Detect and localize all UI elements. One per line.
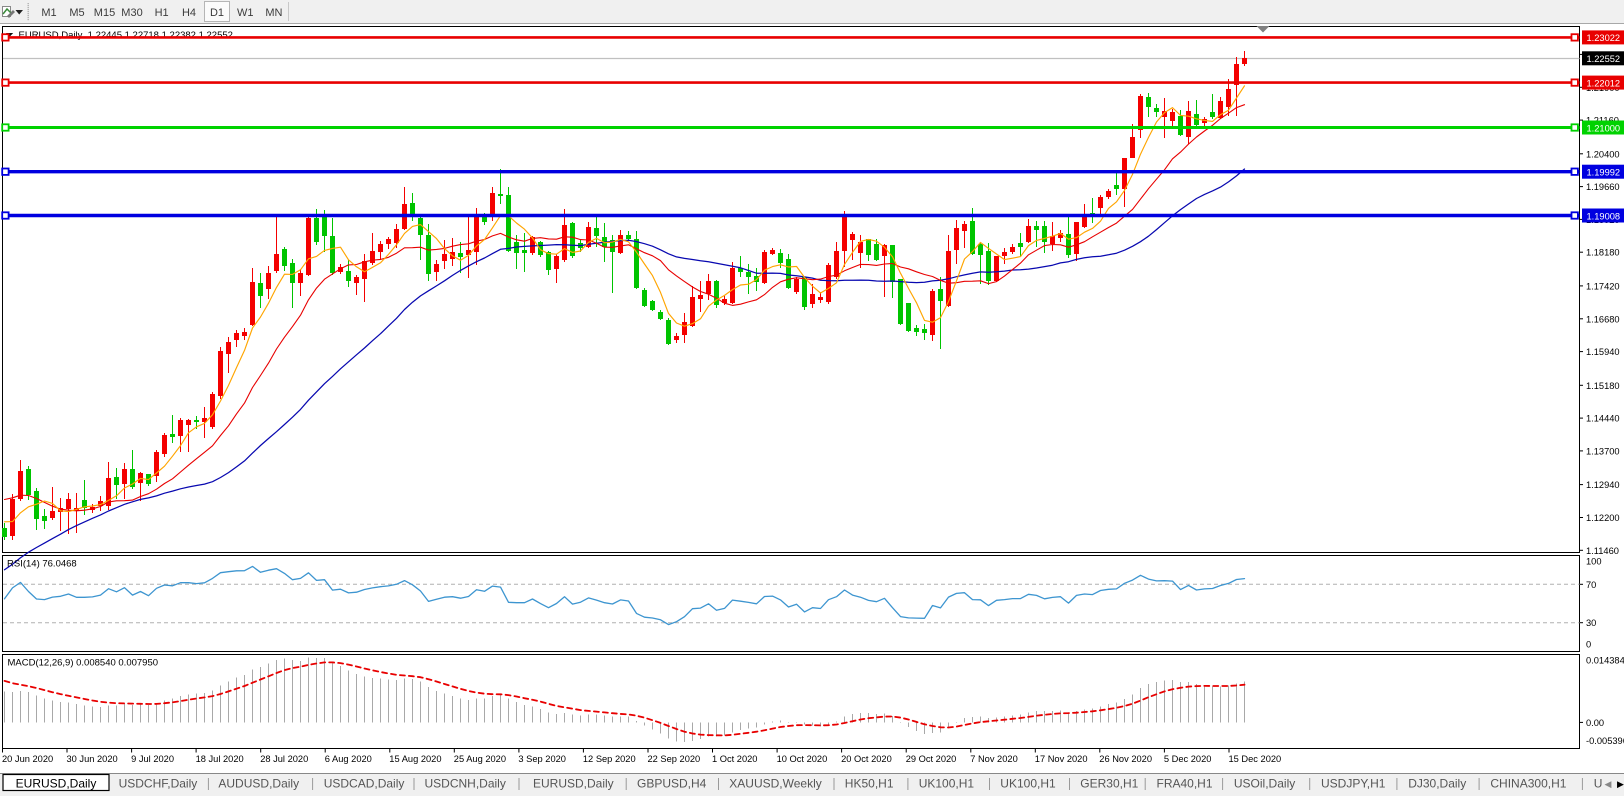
svg-text:M15: M15 xyxy=(94,7,115,19)
svg-text:USDCAD,Daily: USDCAD,Daily xyxy=(324,777,405,791)
svg-text:W1: W1 xyxy=(237,7,254,19)
svg-text:10 Oct 2020: 10 Oct 2020 xyxy=(777,754,828,764)
svg-text:USDJPY,H1: USDJPY,H1 xyxy=(1321,777,1386,791)
svg-text:1.21000: 1.21000 xyxy=(1587,123,1621,133)
svg-text:1.15180: 1.15180 xyxy=(1586,381,1620,391)
svg-text:M30: M30 xyxy=(121,7,142,19)
svg-text:CHINA300,H1: CHINA300,H1 xyxy=(1490,777,1566,791)
svg-text:26 Nov 2020: 26 Nov 2020 xyxy=(1099,754,1152,764)
svg-text:1.22552: 1.22552 xyxy=(1587,54,1621,64)
svg-text:0: 0 xyxy=(1586,640,1591,650)
svg-text:DJ30,Daily: DJ30,Daily xyxy=(1408,777,1466,791)
svg-text:GER30,H1: GER30,H1 xyxy=(1080,777,1138,791)
svg-text:15 Aug 2020: 15 Aug 2020 xyxy=(389,754,441,764)
svg-text:22 Sep 2020: 22 Sep 2020 xyxy=(648,754,701,764)
svg-text:1.20400: 1.20400 xyxy=(1586,149,1620,159)
svg-text:1.18180: 1.18180 xyxy=(1586,248,1620,258)
svg-text:3 Sep 2020: 3 Sep 2020 xyxy=(518,754,566,764)
svg-text:D1: D1 xyxy=(210,7,224,19)
svg-text:1.23022: 1.23022 xyxy=(1587,33,1621,43)
svg-text:USOil,Daily: USOil,Daily xyxy=(1234,777,1295,791)
svg-text:◀: ◀ xyxy=(1605,779,1612,789)
svg-text:MACD(12,26,9) 0.008540 0.00795: MACD(12,26,9) 0.008540 0.007950 xyxy=(8,658,159,669)
svg-text:HK50,H1: HK50,H1 xyxy=(845,777,894,791)
svg-text:18 Jul 2020: 18 Jul 2020 xyxy=(196,754,244,764)
svg-text:1.12940: 1.12940 xyxy=(1586,480,1620,490)
svg-text:H1: H1 xyxy=(155,7,169,19)
svg-text:EURUSD,Daily 1.22445 1.22718: EURUSD,Daily 1.22445 1.22718 1.22382 1.2… xyxy=(19,30,233,41)
svg-text:1.16680: 1.16680 xyxy=(1586,314,1620,324)
svg-text:6 Aug 2020: 6 Aug 2020 xyxy=(325,754,372,764)
svg-text:17 Nov 2020: 17 Nov 2020 xyxy=(1035,754,1088,764)
svg-text:7 Nov 2020: 7 Nov 2020 xyxy=(970,754,1018,764)
svg-text:5 Dec 2020: 5 Dec 2020 xyxy=(1164,754,1212,764)
svg-text:1.19008: 1.19008 xyxy=(1587,211,1621,221)
svg-text:0.00: 0.00 xyxy=(1586,718,1604,728)
svg-text:FRA40,H1: FRA40,H1 xyxy=(1157,777,1213,791)
svg-text:1.15940: 1.15940 xyxy=(1586,347,1620,357)
svg-text:1 Oct 2020: 1 Oct 2020 xyxy=(712,754,757,764)
svg-text:9 Jul 2020: 9 Jul 2020 xyxy=(131,754,174,764)
svg-text:UK100,H1: UK100,H1 xyxy=(919,777,975,791)
svg-text:-0.005396: -0.005396 xyxy=(1586,736,1624,746)
svg-text:1.17420: 1.17420 xyxy=(1586,281,1620,291)
svg-text:12 Sep 2020: 12 Sep 2020 xyxy=(583,754,636,764)
svg-text:XAUUSD,Weekly: XAUUSD,Weekly xyxy=(729,777,821,791)
svg-text:RSI(14) 76.0468: RSI(14) 76.0468 xyxy=(7,559,77,570)
svg-text:▶: ▶ xyxy=(1617,779,1624,789)
svg-text:USDCNH,Daily: USDCNH,Daily xyxy=(425,777,506,791)
svg-text:20 Oct 2020: 20 Oct 2020 xyxy=(841,754,892,764)
svg-text:M1: M1 xyxy=(41,7,56,19)
svg-text:30: 30 xyxy=(1586,618,1596,628)
svg-text:1.14440: 1.14440 xyxy=(1586,414,1620,424)
svg-text:70: 70 xyxy=(1586,580,1596,590)
svg-text:UK100,H1: UK100,H1 xyxy=(1000,777,1056,791)
svg-text:29 Oct 2020: 29 Oct 2020 xyxy=(906,754,957,764)
svg-text:1.13700: 1.13700 xyxy=(1586,446,1620,456)
svg-text:EURUSD,Daily: EURUSD,Daily xyxy=(16,777,97,791)
svg-text:1.22012: 1.22012 xyxy=(1587,78,1621,88)
svg-text:25 Aug 2020: 25 Aug 2020 xyxy=(454,754,506,764)
svg-text:MN: MN xyxy=(265,7,282,19)
svg-text:28 Jul 2020: 28 Jul 2020 xyxy=(260,754,308,764)
svg-text:1.12200: 1.12200 xyxy=(1586,513,1620,523)
svg-text:EURUSD,Daily: EURUSD,Daily xyxy=(533,777,614,791)
svg-text:30 Jun 2020: 30 Jun 2020 xyxy=(67,754,118,764)
svg-text:1.11460: 1.11460 xyxy=(1586,546,1619,556)
svg-text:M5: M5 xyxy=(69,7,84,19)
svg-text:USDCHF,Daily: USDCHF,Daily xyxy=(119,777,198,791)
svg-text:1.19992: 1.19992 xyxy=(1587,168,1621,178)
svg-text:15 Dec 2020: 15 Dec 2020 xyxy=(1229,754,1282,764)
svg-text:100: 100 xyxy=(1586,557,1602,567)
svg-text:AUDUSD,Daily: AUDUSD,Daily xyxy=(218,777,299,791)
svg-text:0.014384: 0.014384 xyxy=(1586,656,1624,666)
svg-text:H4: H4 xyxy=(182,7,196,19)
svg-text:1.19660: 1.19660 xyxy=(1586,182,1620,192)
svg-text:20 Jun 2020: 20 Jun 2020 xyxy=(2,754,53,764)
svg-text:GBPUSD,H4: GBPUSD,H4 xyxy=(637,777,707,791)
